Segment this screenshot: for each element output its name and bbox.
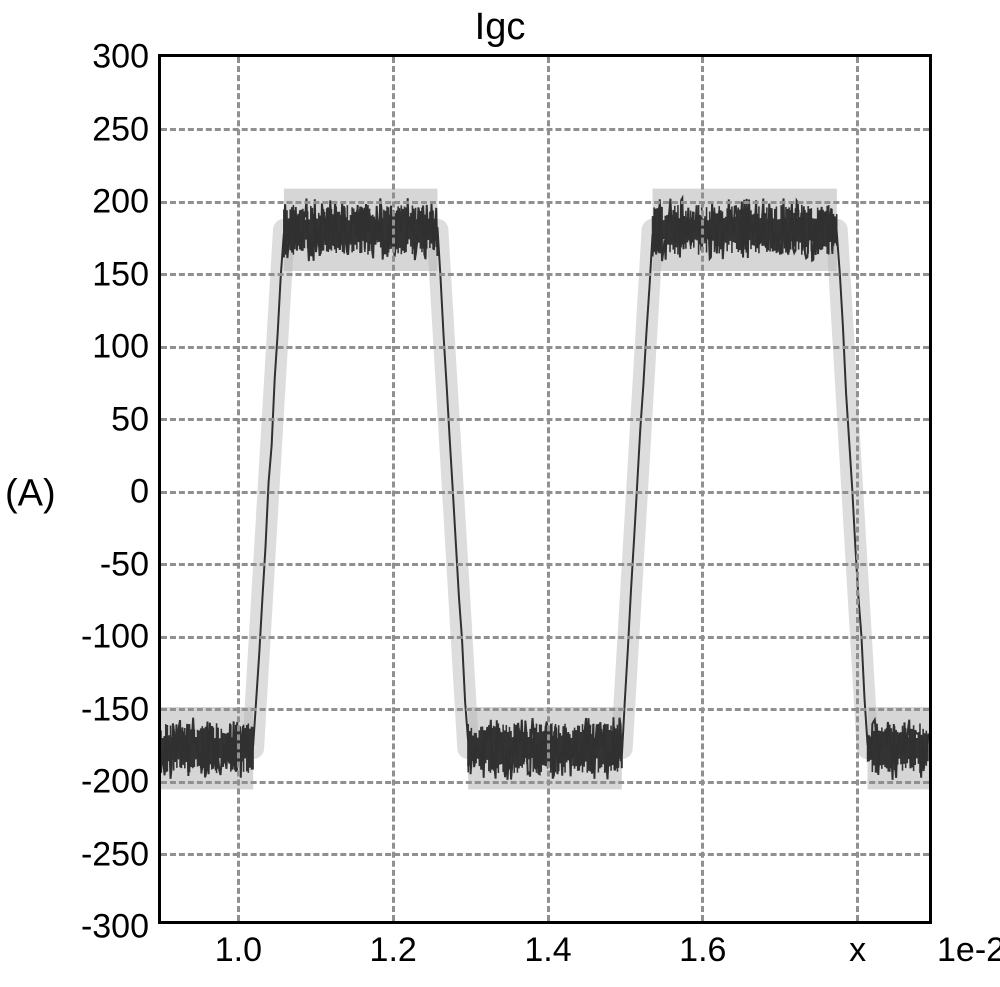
y-tick-label: -300 bbox=[81, 908, 149, 947]
chart-container: Igc (A) 1e-2 -300-250-200-150-100-500501… bbox=[0, 0, 1000, 987]
y-tick-label: -100 bbox=[81, 618, 149, 657]
x-tick-label: x bbox=[849, 931, 866, 970]
gridline-v bbox=[856, 57, 859, 921]
gridline-h bbox=[161, 418, 929, 421]
gridline-v bbox=[701, 57, 704, 921]
y-tick-label: -250 bbox=[81, 835, 149, 874]
x-exponent-label: 1e-2 bbox=[937, 931, 1000, 970]
gridline-h bbox=[161, 708, 929, 711]
waveform-svg bbox=[161, 57, 929, 921]
plot-area: 1e-2 -300-250-200-150-100-50050100150200… bbox=[158, 54, 932, 924]
gridline-h bbox=[161, 853, 929, 856]
y-tick-label: -150 bbox=[81, 690, 149, 729]
gridline-h bbox=[161, 636, 929, 639]
gridline-h bbox=[161, 491, 929, 494]
gridline-v bbox=[237, 57, 240, 921]
y-tick-label: 250 bbox=[92, 110, 149, 149]
x-tick-label: 1.6 bbox=[679, 931, 726, 970]
y-tick-label: 300 bbox=[92, 38, 149, 77]
x-tick-label: 1.2 bbox=[370, 931, 417, 970]
y-axis-label: (A) bbox=[5, 472, 56, 515]
chart-title: Igc bbox=[0, 6, 1000, 49]
y-tick-label: -50 bbox=[100, 545, 149, 584]
y-tick-label: 50 bbox=[111, 400, 149, 439]
y-tick-label: -200 bbox=[81, 763, 149, 802]
y-tick-label: 200 bbox=[92, 183, 149, 222]
gridline-h bbox=[161, 781, 929, 784]
y-tick-label: 0 bbox=[130, 473, 149, 512]
gridline-h bbox=[161, 273, 929, 276]
gridline-h bbox=[161, 346, 929, 349]
y-tick-label: 150 bbox=[92, 255, 149, 294]
gridline-v bbox=[547, 57, 550, 921]
y-tick-label: 100 bbox=[92, 328, 149, 367]
gridline-h bbox=[161, 201, 929, 204]
x-tick-label: 1.0 bbox=[215, 931, 262, 970]
gridline-v bbox=[392, 57, 395, 921]
gridline-h bbox=[161, 128, 929, 131]
gridline-h bbox=[161, 563, 929, 566]
x-tick-label: 1.4 bbox=[524, 931, 571, 970]
